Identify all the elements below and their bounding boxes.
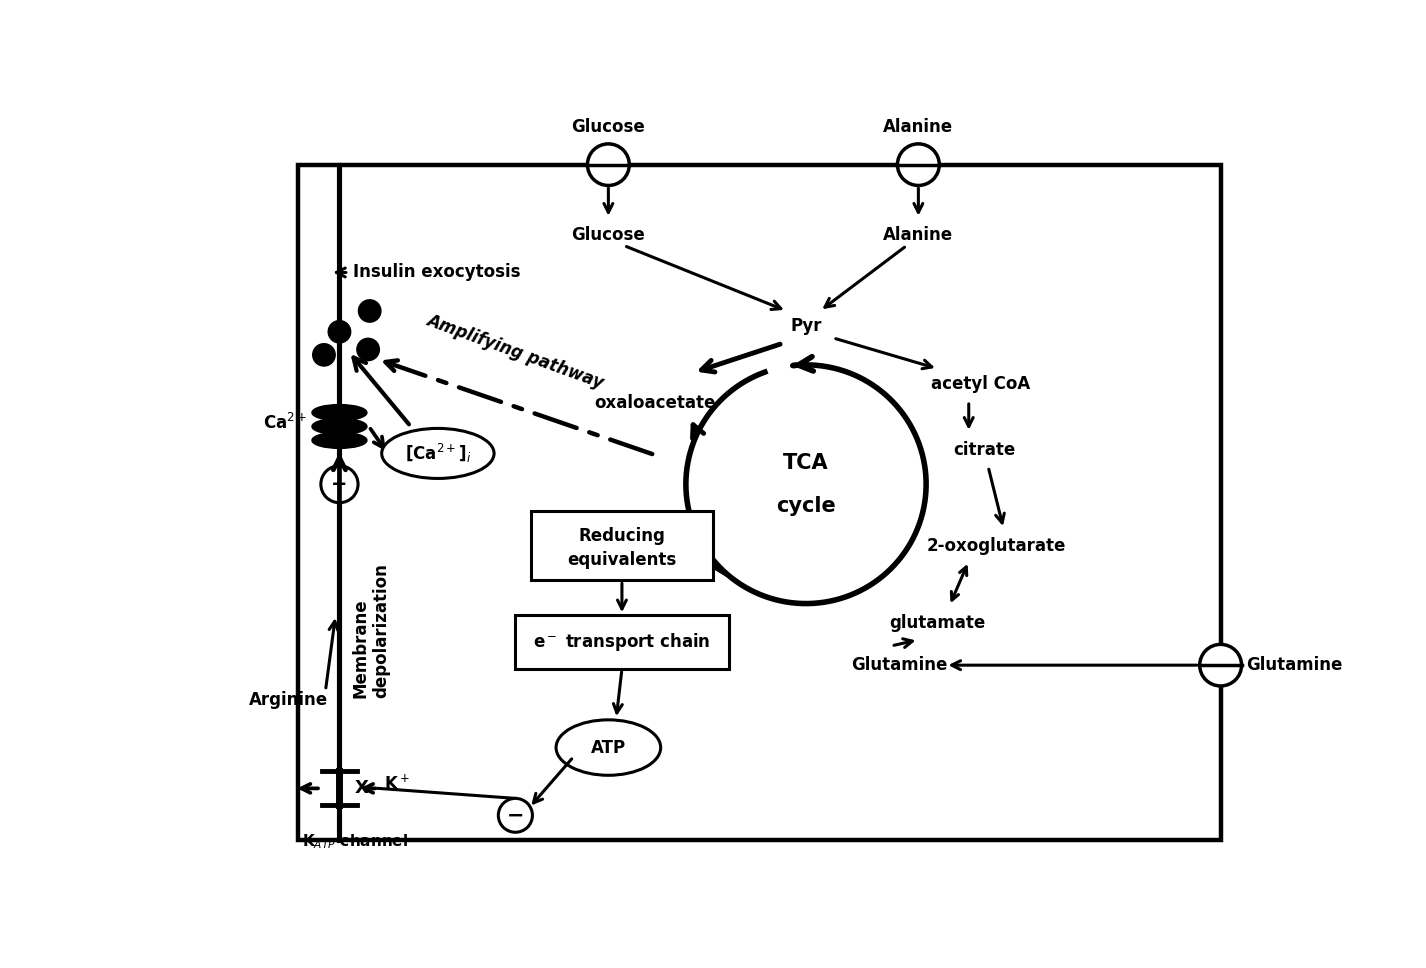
Circle shape (498, 799, 532, 832)
Text: acetyl CoA: acetyl CoA (931, 376, 1030, 393)
Text: K$_{ATP}$ channel: K$_{ATP}$ channel (302, 832, 408, 851)
Text: Ca$^{2+}$: Ca$^{2+}$ (264, 412, 307, 433)
Circle shape (312, 344, 335, 366)
Bar (515, 615, 729, 669)
Circle shape (897, 144, 940, 186)
Text: TCA: TCA (783, 453, 829, 472)
Bar (530, 511, 713, 581)
Circle shape (588, 144, 629, 186)
Text: citrate: citrate (953, 440, 1015, 459)
Text: ATP: ATP (590, 739, 626, 757)
Text: oxaloacetate: oxaloacetate (595, 394, 716, 412)
Bar (298, 165, 1221, 840)
Text: Arginine: Arginine (248, 691, 328, 709)
Text: Reducing: Reducing (579, 527, 666, 545)
Circle shape (358, 300, 381, 322)
Text: cycle: cycle (776, 496, 836, 516)
Ellipse shape (312, 419, 366, 435)
Text: [Ca$^{2+}$]$_i$: [Ca$^{2+}$]$_i$ (405, 441, 471, 465)
Text: Pyr: Pyr (790, 318, 821, 335)
Text: Glutamine: Glutamine (851, 656, 947, 674)
Text: 2-oxoglutarate: 2-oxoglutarate (927, 537, 1065, 555)
Text: e$^-$ transport chain: e$^-$ transport chain (533, 631, 710, 653)
Text: X: X (354, 779, 368, 798)
Text: Alanine: Alanine (883, 118, 954, 136)
Text: Glucose: Glucose (572, 118, 645, 136)
Text: Amplifying pathway: Amplifying pathway (425, 311, 606, 392)
Text: equivalents: equivalents (568, 551, 676, 568)
Ellipse shape (312, 433, 366, 448)
Text: Membrane
depolarization: Membrane depolarization (351, 563, 389, 698)
Text: Glutamine: Glutamine (1246, 656, 1342, 674)
Circle shape (321, 466, 358, 502)
Ellipse shape (556, 720, 660, 775)
Text: Alanine: Alanine (883, 227, 954, 244)
Text: −: − (506, 805, 525, 826)
Ellipse shape (312, 405, 366, 420)
Text: +: + (331, 474, 348, 494)
Text: Glucose: Glucose (572, 227, 645, 244)
Circle shape (1199, 645, 1242, 686)
Text: glutamate: glutamate (890, 614, 985, 632)
Ellipse shape (382, 429, 493, 478)
Circle shape (328, 320, 351, 343)
Circle shape (356, 338, 379, 361)
Text: K$^+$: K$^+$ (385, 774, 411, 794)
Text: Insulin exocytosis: Insulin exocytosis (354, 263, 520, 282)
